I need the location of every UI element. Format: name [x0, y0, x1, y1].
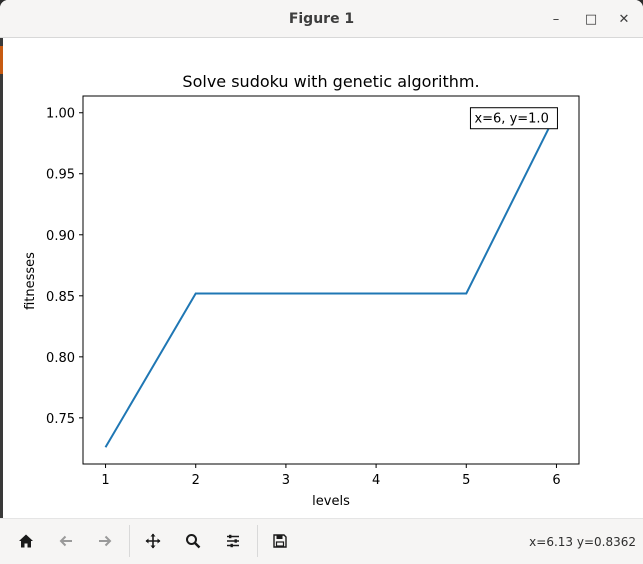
- x-tick-label: 5: [462, 473, 470, 488]
- y-tick-label: 0.95: [46, 168, 75, 183]
- back-arrow-icon: [59, 535, 72, 547]
- y-tick-label: 1.00: [46, 107, 75, 122]
- pan-icon: [145, 533, 161, 549]
- x-tick-label: 3: [282, 473, 290, 488]
- chart-svg: Solve sudoku with genetic algorithm. 1 2 3…: [23, 72, 580, 509]
- zoom-button[interactable]: [179, 527, 207, 555]
- x-tick-label: 1: [101, 473, 109, 488]
- configure-subplots-button[interactable]: [219, 527, 247, 555]
- background-window-edge: [0, 38, 3, 518]
- toolbar-separator: [257, 525, 258, 557]
- x-axis-ticks: 1 2 3 4 5 6: [101, 464, 561, 488]
- y-axis-label: fitnesses: [23, 252, 38, 310]
- annotation-box: [469, 107, 558, 130]
- toolbar-separator: [129, 525, 130, 557]
- forward-button[interactable]: [91, 527, 119, 555]
- x-axis-label: levels: [312, 494, 350, 509]
- series-layer: [104, 112, 558, 448]
- background-accent: [0, 46, 3, 74]
- configure-subplots-icon: [227, 534, 239, 548]
- chart-title: Solve sudoku with genetic algorithm.: [182, 72, 479, 91]
- annotation-layer: x=6, y=1.0: [469, 107, 558, 130]
- forward-arrow-icon: [99, 535, 112, 547]
- title-bar[interactable]: Figure 1 – □ ✕: [0, 0, 643, 38]
- home-icon: [19, 534, 33, 548]
- maximize-button[interactable]: □: [581, 9, 601, 29]
- cursor-coordinates: x=6.13 y=0.8362: [529, 535, 636, 549]
- annotation-text: x=6, y=1.0: [474, 112, 548, 127]
- y-axis-ticks: 0.75 0.80 0.85 0.90 0.95 1.00: [46, 107, 83, 427]
- series-line: [104, 112, 558, 448]
- minimize-icon: –: [552, 11, 560, 27]
- maximize-icon: □: [584, 11, 598, 27]
- close-button[interactable]: ✕: [614, 9, 634, 29]
- back-button[interactable]: [52, 527, 80, 555]
- window-title: Figure 1: [288, 11, 355, 27]
- y-tick-label: 0.90: [46, 229, 75, 244]
- x-tick-label: 4: [372, 473, 380, 488]
- pan-button[interactable]: [139, 527, 167, 555]
- save-icon: [273, 534, 287, 548]
- save-button[interactable]: [266, 527, 294, 555]
- x-tick-label: 2: [192, 473, 200, 488]
- y-tick-label: 0.80: [46, 351, 75, 366]
- figure-canvas[interactable]: Solve sudoku with genetic algorithm. 1 2 3…: [3, 38, 643, 518]
- y-tick-label: 0.85: [46, 290, 75, 305]
- zoom-icon: [186, 534, 201, 549]
- axes-frame: [82, 95, 580, 465]
- home-button[interactable]: [12, 527, 40, 555]
- x-tick-label: 6: [552, 473, 560, 488]
- minimize-button[interactable]: –: [546, 9, 566, 29]
- y-tick-label: 0.75: [46, 412, 75, 427]
- close-icon: ✕: [618, 11, 630, 27]
- navigation-toolbar: x=6.13 y=0.8362: [0, 518, 643, 564]
